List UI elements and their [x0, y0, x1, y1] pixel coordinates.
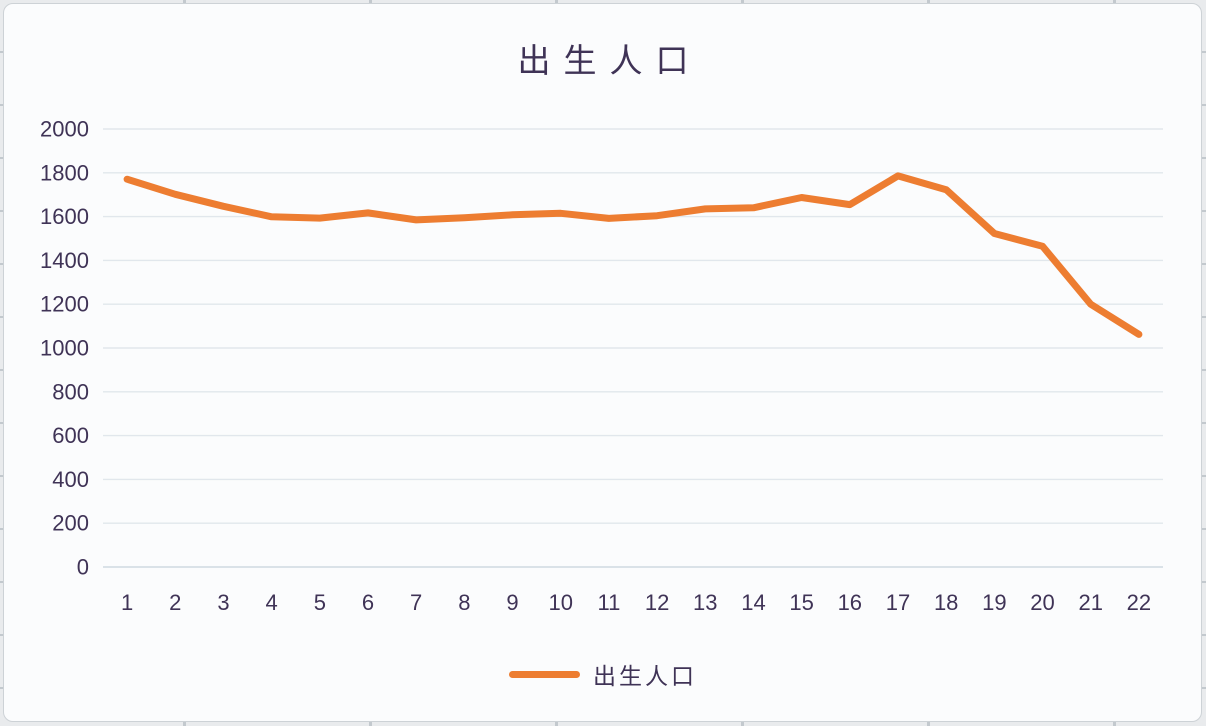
x-tick-label: 11 [597, 590, 620, 615]
x-tick-label: 13 [693, 590, 717, 615]
legend-line-swatch [509, 670, 580, 678]
x-tick-label: 8 [458, 590, 470, 615]
x-tick-label: 18 [934, 590, 958, 615]
y-tick-label: 2000 [40, 117, 89, 142]
x-tick-label: 3 [217, 590, 229, 615]
y-tick-label: 1400 [40, 248, 89, 273]
legend-label: 出生人口 [593, 663, 697, 689]
x-tick-label: 5 [314, 590, 326, 615]
y-tick-label: 1200 [40, 292, 89, 317]
x-tick-label: 6 [362, 590, 374, 615]
x-tick-label: 2 [169, 590, 181, 615]
y-tick-label: 800 [52, 379, 89, 404]
y-tick-label: 1600 [40, 204, 89, 229]
x-tick-label: 9 [506, 590, 518, 615]
x-tick-label: 21 [1078, 590, 1102, 615]
y-tick-label: 1800 [40, 160, 89, 185]
x-tick-label: 22 [1127, 590, 1151, 615]
x-tick-label: 7 [410, 590, 422, 615]
x-tick-label: 14 [741, 590, 765, 615]
y-tick-label: 1000 [40, 336, 89, 361]
x-tick-label: 19 [982, 590, 1006, 615]
x-tick-label: 1 [121, 590, 133, 615]
x-tick-label: 16 [838, 590, 862, 615]
x-tick-label: 4 [266, 590, 278, 615]
x-tick-label: 17 [886, 590, 910, 615]
y-tick-label: 0 [77, 555, 89, 580]
y-tick-label: 600 [52, 423, 89, 448]
series-line[interactable] [123, 172, 1143, 338]
chart-title: 出生人口 [517, 42, 702, 79]
x-tick-label: 10 [548, 590, 572, 615]
legend: 出生人口 [0, 658, 1206, 690]
y-tick-label: 400 [52, 467, 89, 492]
x-tick-label: 12 [645, 590, 669, 615]
y-tick-label: 200 [52, 511, 89, 536]
x-tick-label: 20 [1030, 590, 1054, 615]
x-tick-label: 15 [789, 590, 813, 615]
chart-card[interactable] [3, 3, 1202, 722]
